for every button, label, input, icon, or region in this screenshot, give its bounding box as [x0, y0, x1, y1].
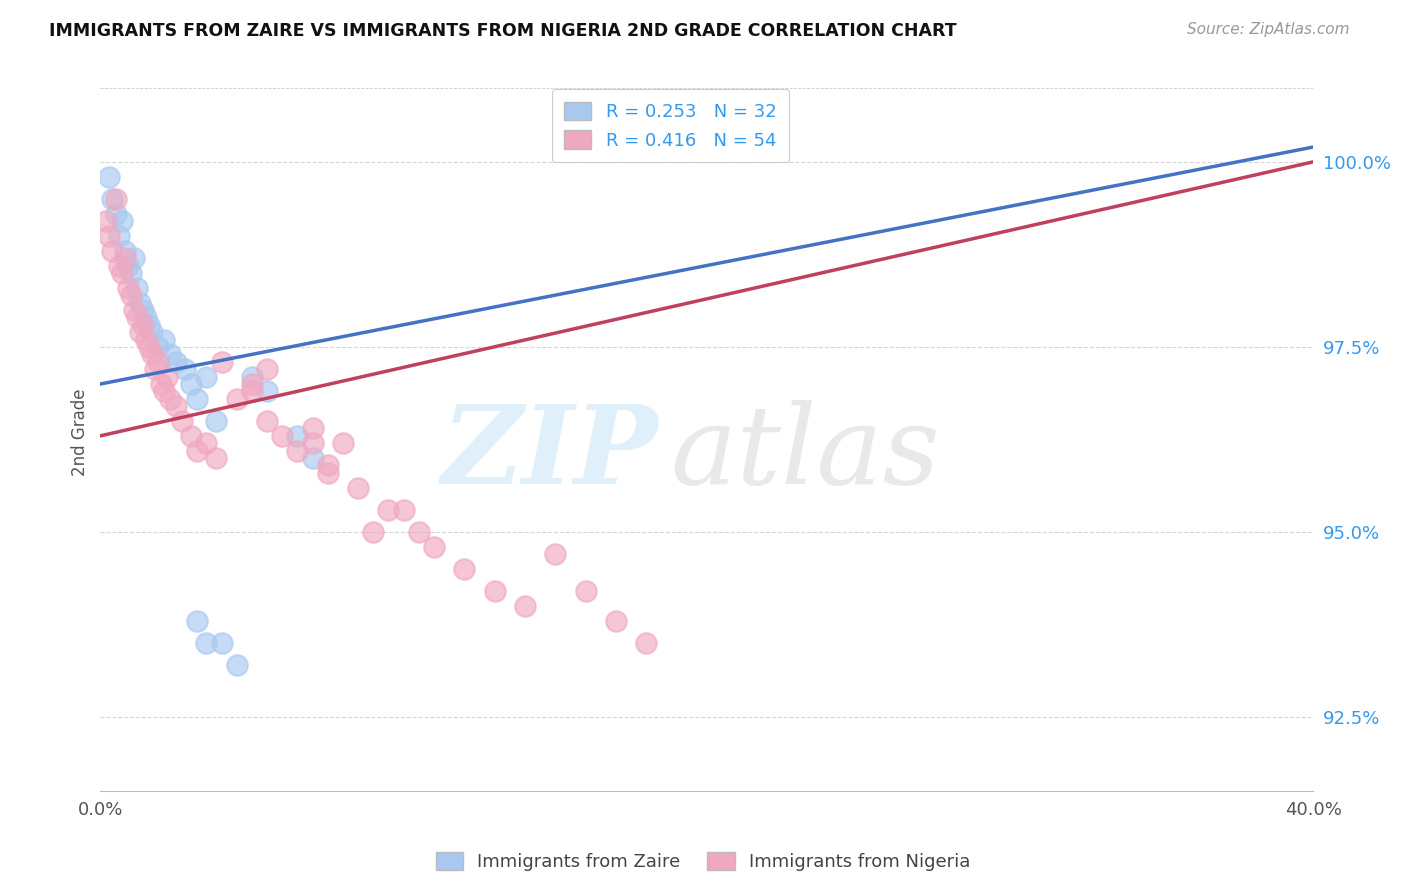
Point — [114, 244, 136, 258]
Point — [377, 503, 399, 517]
Point — [120, 288, 142, 302]
Point — [174, 362, 197, 376]
Point — [240, 369, 263, 384]
Point — [256, 384, 278, 399]
Point — [287, 443, 309, 458]
Point — [453, 562, 475, 576]
Point — [636, 636, 658, 650]
Point — [316, 458, 339, 473]
Point — [104, 192, 127, 206]
Point — [146, 340, 169, 354]
Point — [186, 392, 208, 406]
Point — [125, 281, 148, 295]
Point — [128, 325, 150, 339]
Point — [159, 347, 181, 361]
Point — [513, 599, 536, 614]
Text: IMMIGRANTS FROM ZAIRE VS IMMIGRANTS FROM NIGERIA 2ND GRADE CORRELATION CHART: IMMIGRANTS FROM ZAIRE VS IMMIGRANTS FROM… — [49, 22, 957, 40]
Point — [301, 421, 323, 435]
Point — [101, 192, 124, 206]
Point — [408, 525, 430, 540]
Point — [195, 436, 218, 450]
Point — [122, 251, 145, 265]
Point — [605, 614, 627, 628]
Point — [256, 362, 278, 376]
Point — [225, 392, 247, 406]
Point — [316, 466, 339, 480]
Point — [120, 266, 142, 280]
Point — [180, 376, 202, 391]
Point — [141, 325, 163, 339]
Point — [240, 384, 263, 399]
Point — [271, 429, 294, 443]
Point — [165, 355, 187, 369]
Point — [96, 214, 118, 228]
Point — [104, 207, 127, 221]
Point — [347, 481, 370, 495]
Point — [101, 244, 124, 258]
Point — [186, 614, 208, 628]
Point — [172, 414, 194, 428]
Point — [138, 318, 160, 332]
Point — [132, 318, 155, 332]
Point — [225, 658, 247, 673]
Point — [287, 429, 309, 443]
Legend: R = 0.253   N = 32, R = 0.416   N = 54: R = 0.253 N = 32, R = 0.416 N = 54 — [551, 89, 789, 162]
Point — [128, 295, 150, 310]
Point — [159, 392, 181, 406]
Point — [125, 310, 148, 325]
Point — [135, 333, 157, 347]
Point — [204, 414, 226, 428]
Point — [332, 436, 354, 450]
Point — [195, 369, 218, 384]
Point — [141, 347, 163, 361]
Point — [211, 636, 233, 650]
Point — [256, 414, 278, 428]
Point — [110, 266, 132, 280]
Point — [110, 214, 132, 228]
Point — [156, 369, 179, 384]
Point — [301, 436, 323, 450]
Point — [98, 228, 121, 243]
Point — [204, 451, 226, 466]
Point — [107, 228, 129, 243]
Point — [98, 169, 121, 184]
Point — [143, 362, 166, 376]
Y-axis label: 2nd Grade: 2nd Grade — [72, 388, 89, 476]
Point — [301, 451, 323, 466]
Point — [186, 443, 208, 458]
Point — [484, 584, 506, 599]
Point — [180, 429, 202, 443]
Text: ZIP: ZIP — [441, 400, 658, 508]
Point — [114, 251, 136, 265]
Point — [392, 503, 415, 517]
Point — [132, 302, 155, 317]
Point — [361, 525, 384, 540]
Point — [574, 584, 596, 599]
Point — [240, 376, 263, 391]
Text: Source: ZipAtlas.com: Source: ZipAtlas.com — [1187, 22, 1350, 37]
Point — [146, 355, 169, 369]
Point — [135, 310, 157, 325]
Point — [423, 540, 446, 554]
Point — [117, 281, 139, 295]
Point — [211, 355, 233, 369]
Point — [122, 302, 145, 317]
Point — [138, 340, 160, 354]
Point — [150, 376, 173, 391]
Text: atlas: atlas — [671, 400, 941, 508]
Point — [544, 547, 567, 561]
Point — [165, 399, 187, 413]
Legend: Immigrants from Zaire, Immigrants from Nigeria: Immigrants from Zaire, Immigrants from N… — [429, 845, 977, 879]
Point — [153, 333, 176, 347]
Point — [153, 384, 176, 399]
Point — [107, 259, 129, 273]
Point — [195, 636, 218, 650]
Point — [117, 259, 139, 273]
